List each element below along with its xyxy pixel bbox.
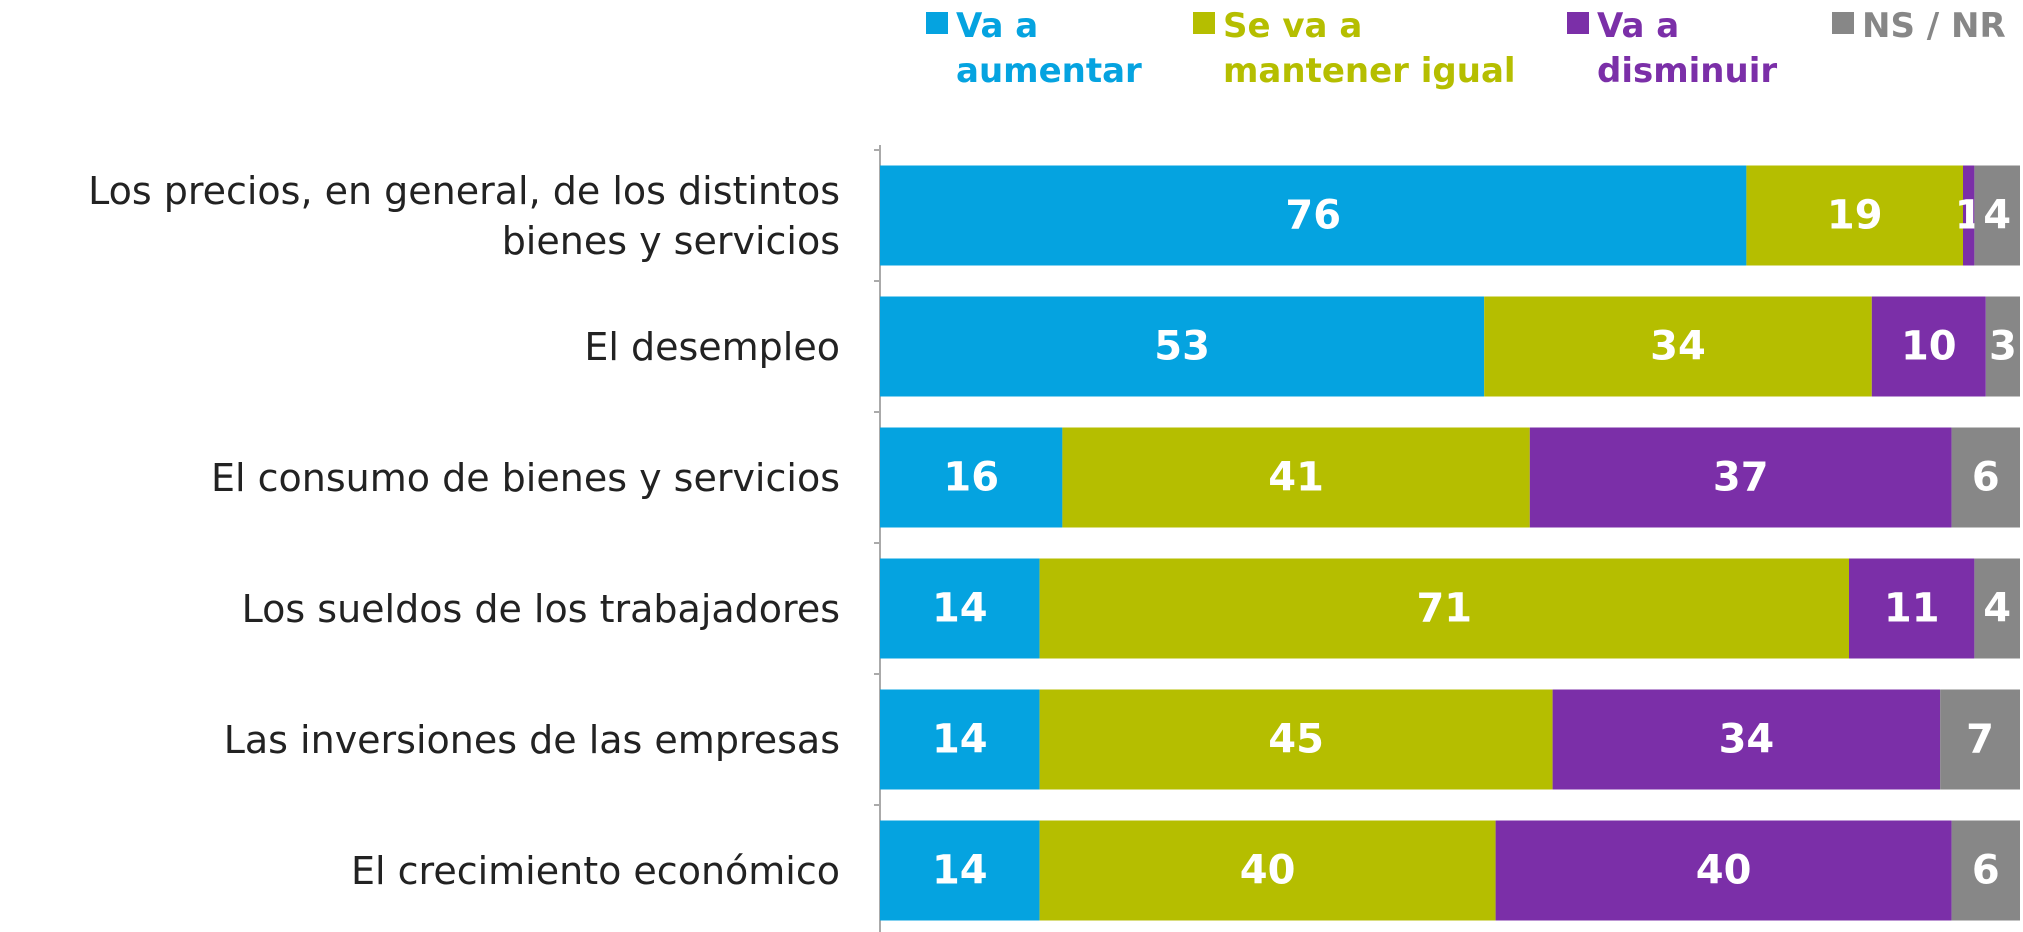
bar-segment [1940, 689, 2020, 790]
bar-segment [880, 296, 1485, 397]
category-label: El consumo de bienes y servicios [211, 455, 840, 500]
value-label: 45 [1268, 717, 1324, 763]
category-label: El desempleo [584, 324, 840, 369]
bar-segment [1495, 820, 1952, 921]
value-label: 19 [1827, 193, 1883, 239]
category-label: El crecimiento económico [351, 848, 840, 893]
value-label: 41 [1268, 455, 1324, 501]
legend-swatch [1567, 12, 1589, 34]
bar-segment [880, 558, 1040, 659]
category-label: Los sueldos de los trabajadores [241, 586, 840, 631]
value-label: 4 [1983, 586, 2011, 632]
category-label: Los precios, en general, de los distinto… [88, 168, 840, 263]
bar-segment [880, 165, 1747, 266]
bar-segment [1062, 427, 1530, 528]
bar-segment [1039, 689, 1553, 790]
bar-segment [1529, 427, 1952, 528]
value-label: 10 [1901, 324, 1957, 370]
bar-segment [1849, 558, 1975, 659]
value-label: 6 [1972, 455, 2000, 501]
value-label: 76 [1285, 193, 1341, 239]
value-label: 14 [932, 717, 988, 763]
value-label: 14 [932, 848, 988, 894]
legend-label: NS / NR [1862, 6, 2006, 46]
value-label: 40 [1696, 848, 1752, 894]
value-label: 34 [1719, 717, 1775, 763]
legend-label: Se va a mantener igual [1223, 6, 1516, 91]
bar-segment [1963, 165, 1975, 266]
value-label: 14 [932, 586, 988, 632]
legend-swatch [1832, 12, 1854, 34]
bar-segment [1985, 296, 2020, 397]
legend-swatch [1193, 12, 1215, 34]
bar-segment [1039, 558, 1849, 659]
bar-segment [880, 820, 1040, 921]
bar-segment [880, 689, 1040, 790]
bar-segment [1951, 427, 2020, 528]
bar-segment [880, 427, 1063, 528]
value-label: 34 [1650, 324, 1706, 370]
legend-swatch [926, 12, 948, 34]
legend-label: Va a disminuir [1597, 6, 1778, 91]
value-label: 6 [1972, 848, 2000, 894]
value-label: 53 [1154, 324, 1210, 370]
value-label: 3 [1989, 324, 2017, 370]
value-label: 7 [1966, 717, 1994, 763]
bar-segment [1951, 820, 2020, 921]
value-label: 4 [1983, 193, 2011, 239]
value-label: 71 [1416, 586, 1472, 632]
bar-segment [1746, 165, 1963, 266]
value-label: 37 [1713, 455, 1769, 501]
legend-label: Va a aumentar [956, 6, 1142, 91]
value-label: 40 [1240, 848, 1296, 894]
bar-segment [1484, 296, 1872, 397]
value-label: 11 [1884, 586, 1940, 632]
value-label: 16 [943, 455, 999, 501]
bar-segment [1871, 296, 1986, 397]
category-label: Las inversiones de las empresas [223, 717, 840, 762]
bar-segment [1552, 689, 1941, 790]
bar-segment [1039, 820, 1496, 921]
bar-segment [1974, 558, 2020, 659]
bar-segment [1974, 165, 2020, 266]
